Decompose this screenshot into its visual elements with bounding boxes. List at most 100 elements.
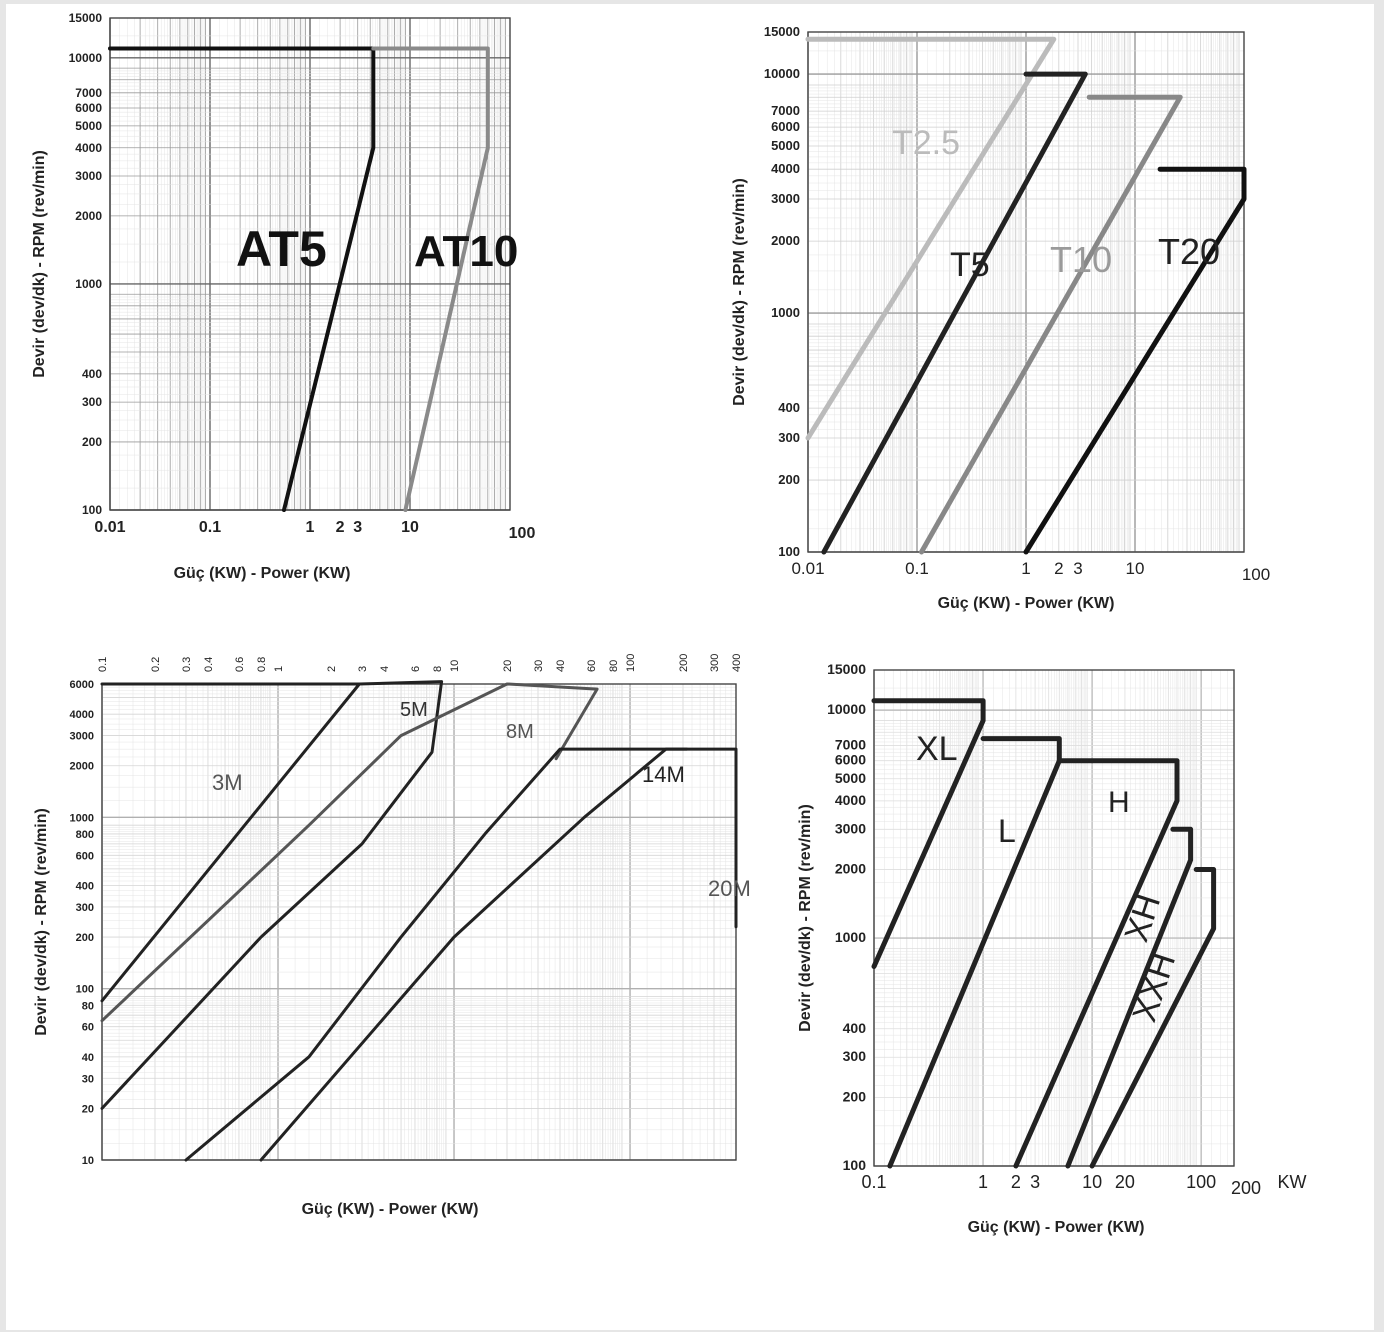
x-tick-label: 2 bbox=[336, 519, 345, 536]
gridlines bbox=[873, 669, 1235, 1167]
x-tick-label: 10 bbox=[401, 519, 419, 536]
x-tick-label: 2 bbox=[1011, 1172, 1021, 1192]
x-unit-label: KW bbox=[1278, 1172, 1307, 1192]
y-axis-title: Devir (dev/dk) - RPM (rev/min) bbox=[33, 808, 50, 1036]
y-tick-label: 400 bbox=[778, 400, 800, 415]
series-line-xh bbox=[1065, 826, 1194, 1169]
series-label-t20: T20 bbox=[1158, 231, 1220, 272]
y-tick-label: 300 bbox=[82, 395, 102, 409]
x-tick-label: 0.8 bbox=[256, 657, 268, 672]
x-tick-label: 0.6 bbox=[234, 657, 246, 672]
y-tick-label: 7000 bbox=[75, 86, 102, 100]
series-label-at10: AT10 bbox=[414, 227, 518, 276]
y-tick-label: 3000 bbox=[835, 820, 866, 836]
x-tick-label: 60 bbox=[586, 660, 598, 672]
x-tick-label: 3 bbox=[1030, 1172, 1040, 1192]
series-label-t10: T10 bbox=[1050, 239, 1112, 280]
x-tick-label: 0.1 bbox=[905, 559, 929, 578]
y-tick-label: 2000 bbox=[70, 761, 94, 773]
y-tick-label: 200 bbox=[76, 932, 94, 944]
y-tick-label: 6000 bbox=[771, 119, 800, 134]
y-tick-label: 7000 bbox=[835, 736, 866, 752]
x-axis-title: Güç (KW) - Power (KW) bbox=[938, 595, 1115, 612]
x-axis-title: Güç (KW) - Power (KW) bbox=[174, 565, 351, 582]
y-tick-label: 4000 bbox=[835, 792, 866, 808]
y-tick-label: 10 bbox=[82, 1155, 94, 1167]
series-line-at10 bbox=[371, 46, 490, 512]
series-label-8m: 8M bbox=[506, 721, 534, 743]
y-tick-label: 4000 bbox=[70, 709, 94, 721]
series-line-t5 bbox=[821, 71, 1088, 555]
series-label-14m: 14M bbox=[642, 762, 685, 787]
series-line-at5 bbox=[108, 46, 376, 512]
series-label-l: L bbox=[998, 813, 1016, 849]
x-tick-label: 0.2 bbox=[150, 657, 162, 672]
x-tick-label: 20 bbox=[1115, 1172, 1135, 1192]
y-tick-label: 300 bbox=[843, 1048, 867, 1064]
chart-canvas: 1500010000700060005000400030002000100040… bbox=[31, 11, 1307, 1236]
x-tick-label: 40 bbox=[555, 660, 567, 672]
y-tick-label: 1000 bbox=[835, 929, 866, 945]
series-label-xl: XL bbox=[916, 730, 958, 768]
y-tick-label: 1000 bbox=[75, 277, 102, 291]
y-tick-label: 800 bbox=[76, 829, 94, 841]
x-tick-label: 100 bbox=[509, 525, 536, 542]
y-tick-label: 3000 bbox=[70, 731, 94, 743]
chart-panel-3: 6000400030002000100080060040030020010080… bbox=[33, 654, 751, 1218]
y-tick-label: 600 bbox=[76, 850, 94, 862]
x-tick-label: 3 bbox=[357, 666, 369, 672]
y-axis-title: Devir (dev/dk) - RPM (rev/min) bbox=[31, 150, 48, 378]
x-tick-label: 0.4 bbox=[203, 657, 215, 672]
y-tick-label: 15000 bbox=[827, 661, 866, 677]
y-tick-label: 400 bbox=[82, 367, 102, 381]
x-tick-label: 0.1 bbox=[199, 519, 221, 536]
plot-frame bbox=[873, 669, 1235, 1167]
y-tick-label: 200 bbox=[82, 435, 102, 449]
series-line-h bbox=[1013, 758, 1180, 1169]
x-tick-label: 6 bbox=[410, 666, 422, 672]
y-tick-label: 6000 bbox=[835, 752, 866, 768]
y-tick-label: 6000 bbox=[70, 679, 94, 691]
y-tick-label: 2000 bbox=[75, 209, 102, 223]
y-tick-label: 5000 bbox=[771, 138, 800, 153]
series-line-5m bbox=[100, 680, 444, 1110]
series-label-20m: 20M bbox=[708, 876, 751, 901]
y-tick-label: 300 bbox=[778, 430, 800, 445]
y-tick-label: 1000 bbox=[70, 812, 94, 824]
gridlines bbox=[101, 683, 737, 1161]
x-tick-label: 10 bbox=[1082, 1172, 1102, 1192]
x-tick-label: 10 bbox=[1126, 559, 1145, 578]
x-tick-label: 1 bbox=[978, 1172, 988, 1192]
y-tick-label: 10000 bbox=[69, 51, 103, 65]
series-label-t5: T5 bbox=[950, 246, 990, 284]
y-tick-label: 15000 bbox=[69, 11, 103, 25]
plot-frame bbox=[101, 683, 737, 1161]
y-tick-label: 400 bbox=[76, 881, 94, 893]
x-tick-label: 2 bbox=[1054, 559, 1063, 578]
plot-frame bbox=[109, 17, 511, 511]
series-label-h: H bbox=[1108, 786, 1130, 819]
y-tick-label: 200 bbox=[778, 472, 800, 487]
series-line-8m bbox=[100, 682, 599, 1023]
y-tick-label: 100 bbox=[76, 984, 94, 996]
x-tick-label: 30 bbox=[533, 660, 545, 672]
y-tick-label: 100 bbox=[843, 1157, 867, 1173]
y-tick-label: 2000 bbox=[835, 860, 866, 876]
series-line-xxh bbox=[1089, 867, 1217, 1169]
y-tick-label: 40 bbox=[82, 1052, 94, 1064]
x-tick-label: 4 bbox=[379, 666, 391, 672]
chart-sheet: 15000 10000 7000 6000 5000 4000 3000 2000 1000 40… bbox=[6, 4, 1374, 1330]
y-tick-label: 3000 bbox=[75, 169, 102, 183]
y-tick-label: 10000 bbox=[764, 66, 800, 81]
x-tick-label: 3 bbox=[353, 519, 362, 536]
series-line-20m bbox=[259, 747, 738, 1162]
y-tick-label: 5000 bbox=[835, 770, 866, 786]
y-tick-label: 3000 bbox=[771, 191, 800, 206]
x-tick-label: 1 bbox=[1021, 559, 1030, 578]
x-axis-title: Güç (KW) - Power (KW) bbox=[302, 1201, 479, 1218]
x-tick-label: 20 bbox=[502, 660, 514, 672]
y-tick-label: 80 bbox=[82, 1000, 94, 1012]
y-tick-label: 10000 bbox=[827, 701, 866, 717]
